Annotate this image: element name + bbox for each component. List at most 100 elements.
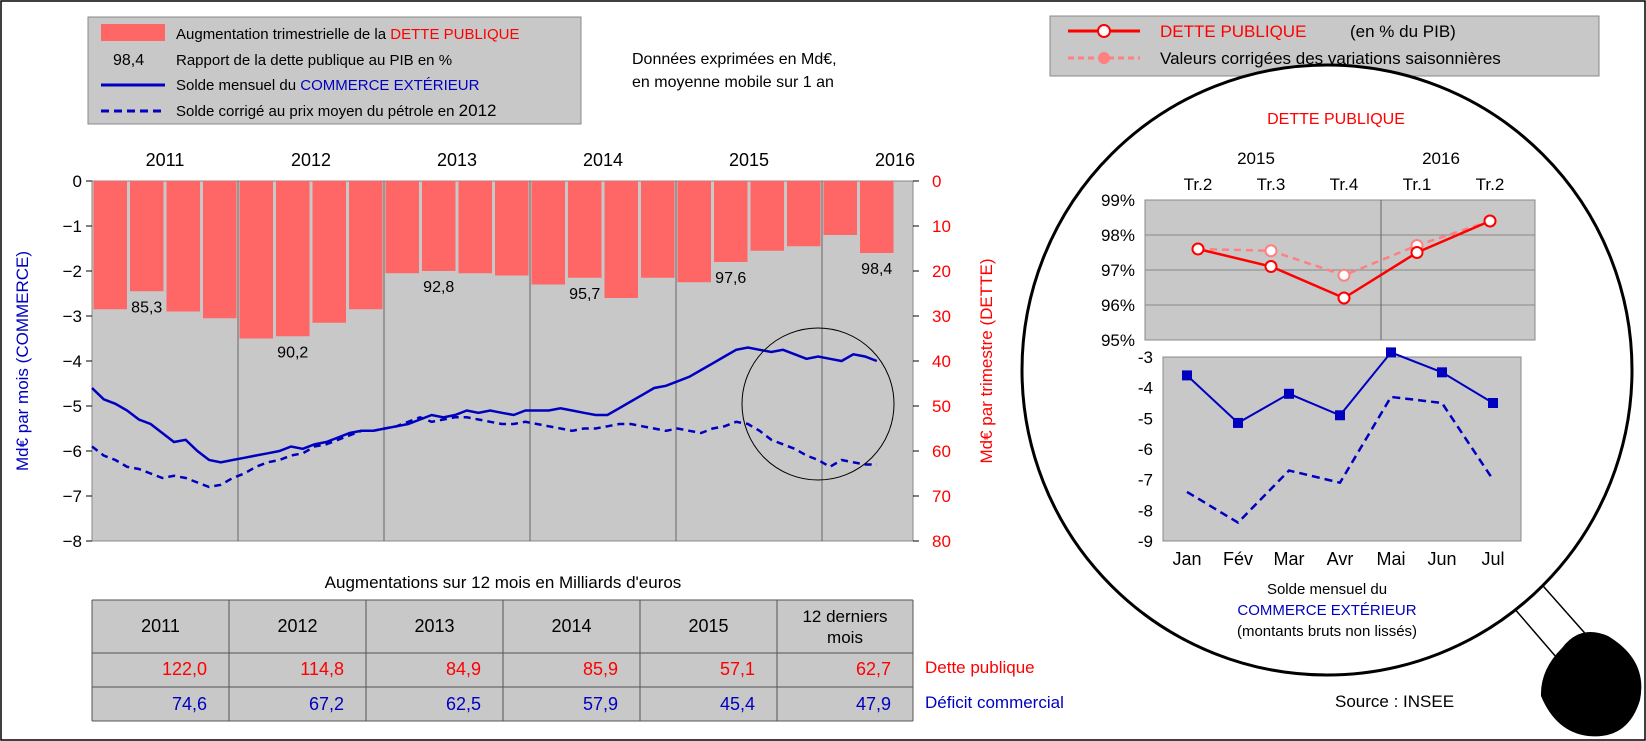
left-tick-label: −4 (63, 352, 82, 371)
debt-bar (641, 181, 675, 278)
debt-bar (166, 181, 200, 312)
zoom-trade-markers (1182, 347, 1498, 428)
zoom-debt-category-label: Tr.3 (1257, 175, 1286, 194)
table-header-cell: mois (827, 628, 863, 647)
table-header-cell: 2012 (277, 616, 317, 636)
zoom-year-2016: 2016 (1422, 149, 1460, 168)
debt-bar (860, 181, 894, 253)
zoom-trade-ytick-label: -7 (1138, 471, 1153, 490)
debt-ratio-label: 85,3 (131, 299, 162, 316)
zoom-trade-category-label: Mai (1376, 549, 1405, 569)
legend-item-debt-ratio: Rapport de la dette publique au PIB en % (176, 52, 452, 69)
table-header-cell: 2014 (551, 616, 591, 636)
table-cell-debt: 62,7 (856, 659, 891, 679)
right-legend-debt-suffix: (en % du PIB) (1350, 22, 1456, 41)
zoom-debt-cvs-marker (1264, 244, 1278, 258)
zoom-caption-line3: (montants bruts non lissés) (1237, 623, 1417, 640)
zoom-trade-category-label: Jan (1172, 549, 1201, 569)
debt-bar (495, 181, 529, 276)
zoom-debt-chart: DETTE PUBLIQUE 2015 2016 99% 98% 97% 96% 95%… (1101, 111, 1536, 350)
debt-ratio-label: 92,8 (423, 279, 454, 296)
note-line1: Données exprimées en Md€, (632, 51, 837, 68)
zoom-trade-marker (1284, 388, 1294, 399)
table-cell-debt: 85,9 (583, 659, 618, 679)
table-header-cell: 2013 (414, 616, 454, 636)
year-labels: 2011 2012 2013 2014 2015 2016 (146, 150, 915, 170)
left-tick-label: 0 (73, 172, 82, 191)
zoom-trade-yticks: -3 -4 -5 -6 -7 -8 -9 (1138, 348, 1153, 551)
debt-bar (604, 181, 638, 298)
table-cell-debt: 122,0 (162, 659, 207, 679)
zoom-debt-marker (1337, 291, 1351, 305)
debt-bar (349, 181, 383, 310)
right-tick-label: 70 (932, 487, 951, 506)
table-grid (91, 599, 914, 722)
right-legend: DETTE PUBLIQUE (en % du PIB) Valeurs cor… (1049, 15, 1600, 77)
debt-bar (531, 181, 565, 285)
zoom-trade-ytick-label: -8 (1138, 501, 1153, 520)
year-label: 2012 (291, 150, 331, 170)
zoom-trade-ytick-label: -4 (1138, 379, 1153, 398)
legend-bar-swatch (101, 24, 165, 41)
debt-bar (203, 181, 237, 319)
debt-bar (385, 181, 419, 274)
debt-bar (750, 181, 784, 251)
left-axis-label: Md€ par mois (COMMERCE) (13, 251, 32, 471)
zoom-trade-marker (1182, 370, 1192, 381)
table-header-cell: 2015 (688, 616, 728, 636)
debt-bar (787, 181, 821, 247)
zoom-trade-category-label: Fév (1223, 549, 1253, 569)
debt-bar (422, 181, 456, 271)
zoom-caption-line1: Solde mensuel du (1267, 581, 1387, 598)
year-label: 2011 (146, 150, 185, 170)
debt-ratio-label: 90,2 (277, 344, 308, 361)
zoom-debt-markers (1191, 214, 1497, 305)
right-legend-debt: DETTE PUBLIQUE (1160, 22, 1306, 41)
zoom-debt-marker (1410, 246, 1424, 259)
right-axis-label: Md€ par trimestre (DETTE) (977, 259, 996, 464)
table-title: Augmentations sur 12 mois en Milliards d… (325, 573, 682, 592)
right-tick-label: 10 (932, 217, 951, 236)
debt-bars (93, 181, 894, 339)
debt-ratio-label: 98,4 (861, 261, 892, 278)
zoom-debt-marker (1483, 214, 1497, 228)
highlight-circle (741, 327, 895, 481)
zoom-debt-ytick-label: 96% (1101, 296, 1135, 315)
summary-table: Augmentations sur 12 mois en Milliards d… (91, 573, 1064, 722)
zoom-debt-marker (1264, 260, 1278, 273)
zoom-debt-category-label: Tr.4 (1330, 175, 1359, 194)
zoom-year-2015: 2015 (1237, 149, 1275, 168)
year-label: 2015 (729, 150, 769, 170)
table-cell-debt: 57,1 (720, 659, 755, 679)
zoom-debt-title: DETTE PUBLIQUE (1267, 111, 1405, 128)
legend-item-trade: Solde mensuel du COMMERCE EXTÉRIEUR (176, 77, 480, 94)
right-axis-ticks: 0 10 20 30 40 50 60 70 80 (913, 172, 951, 551)
legend-ratio-sample: 98,4 (113, 52, 144, 69)
zoom-debt-category-label: Tr.2 (1184, 175, 1213, 194)
debt-bar (276, 181, 310, 337)
left-tick-label: −1 (63, 217, 82, 236)
zoom-trade-ytick-label: -9 (1138, 532, 1153, 551)
zoom-trade-ytick-label: -6 (1138, 440, 1153, 459)
debt-bar (458, 181, 492, 274)
left-legend-box (87, 16, 582, 125)
year-label: 2013 (437, 150, 477, 170)
zoom-trade-ytick-label: -3 (1138, 348, 1153, 367)
table-header-cell: 2011 (141, 616, 180, 636)
debt-ratio-labels: 85,3 90,2 92,8 95,7 97,6 98,4 (131, 261, 892, 361)
zoom-debt-grid (1145, 200, 1535, 340)
zoom-trade-marker (1386, 347, 1396, 358)
zoom-trade-category-label: Mar (1274, 549, 1305, 569)
zoom-debt-ytick-label: 95% (1101, 331, 1135, 350)
debt-bar (130, 181, 164, 292)
right-tick-label: 50 (932, 397, 951, 416)
main-vertical-grid (237, 181, 823, 541)
table-cells: 2011 2012 2013 2014 2015 12 derniers mois 122,0… (141, 607, 891, 714)
debt-bar (93, 181, 127, 310)
zoom-caption-line2: COMMERCE EXTÉRIEUR (1237, 602, 1416, 619)
right-tick-label: 30 (932, 307, 951, 326)
right-tick-label: 40 (932, 352, 951, 371)
debt-ratio-label: 95,7 (569, 286, 600, 303)
